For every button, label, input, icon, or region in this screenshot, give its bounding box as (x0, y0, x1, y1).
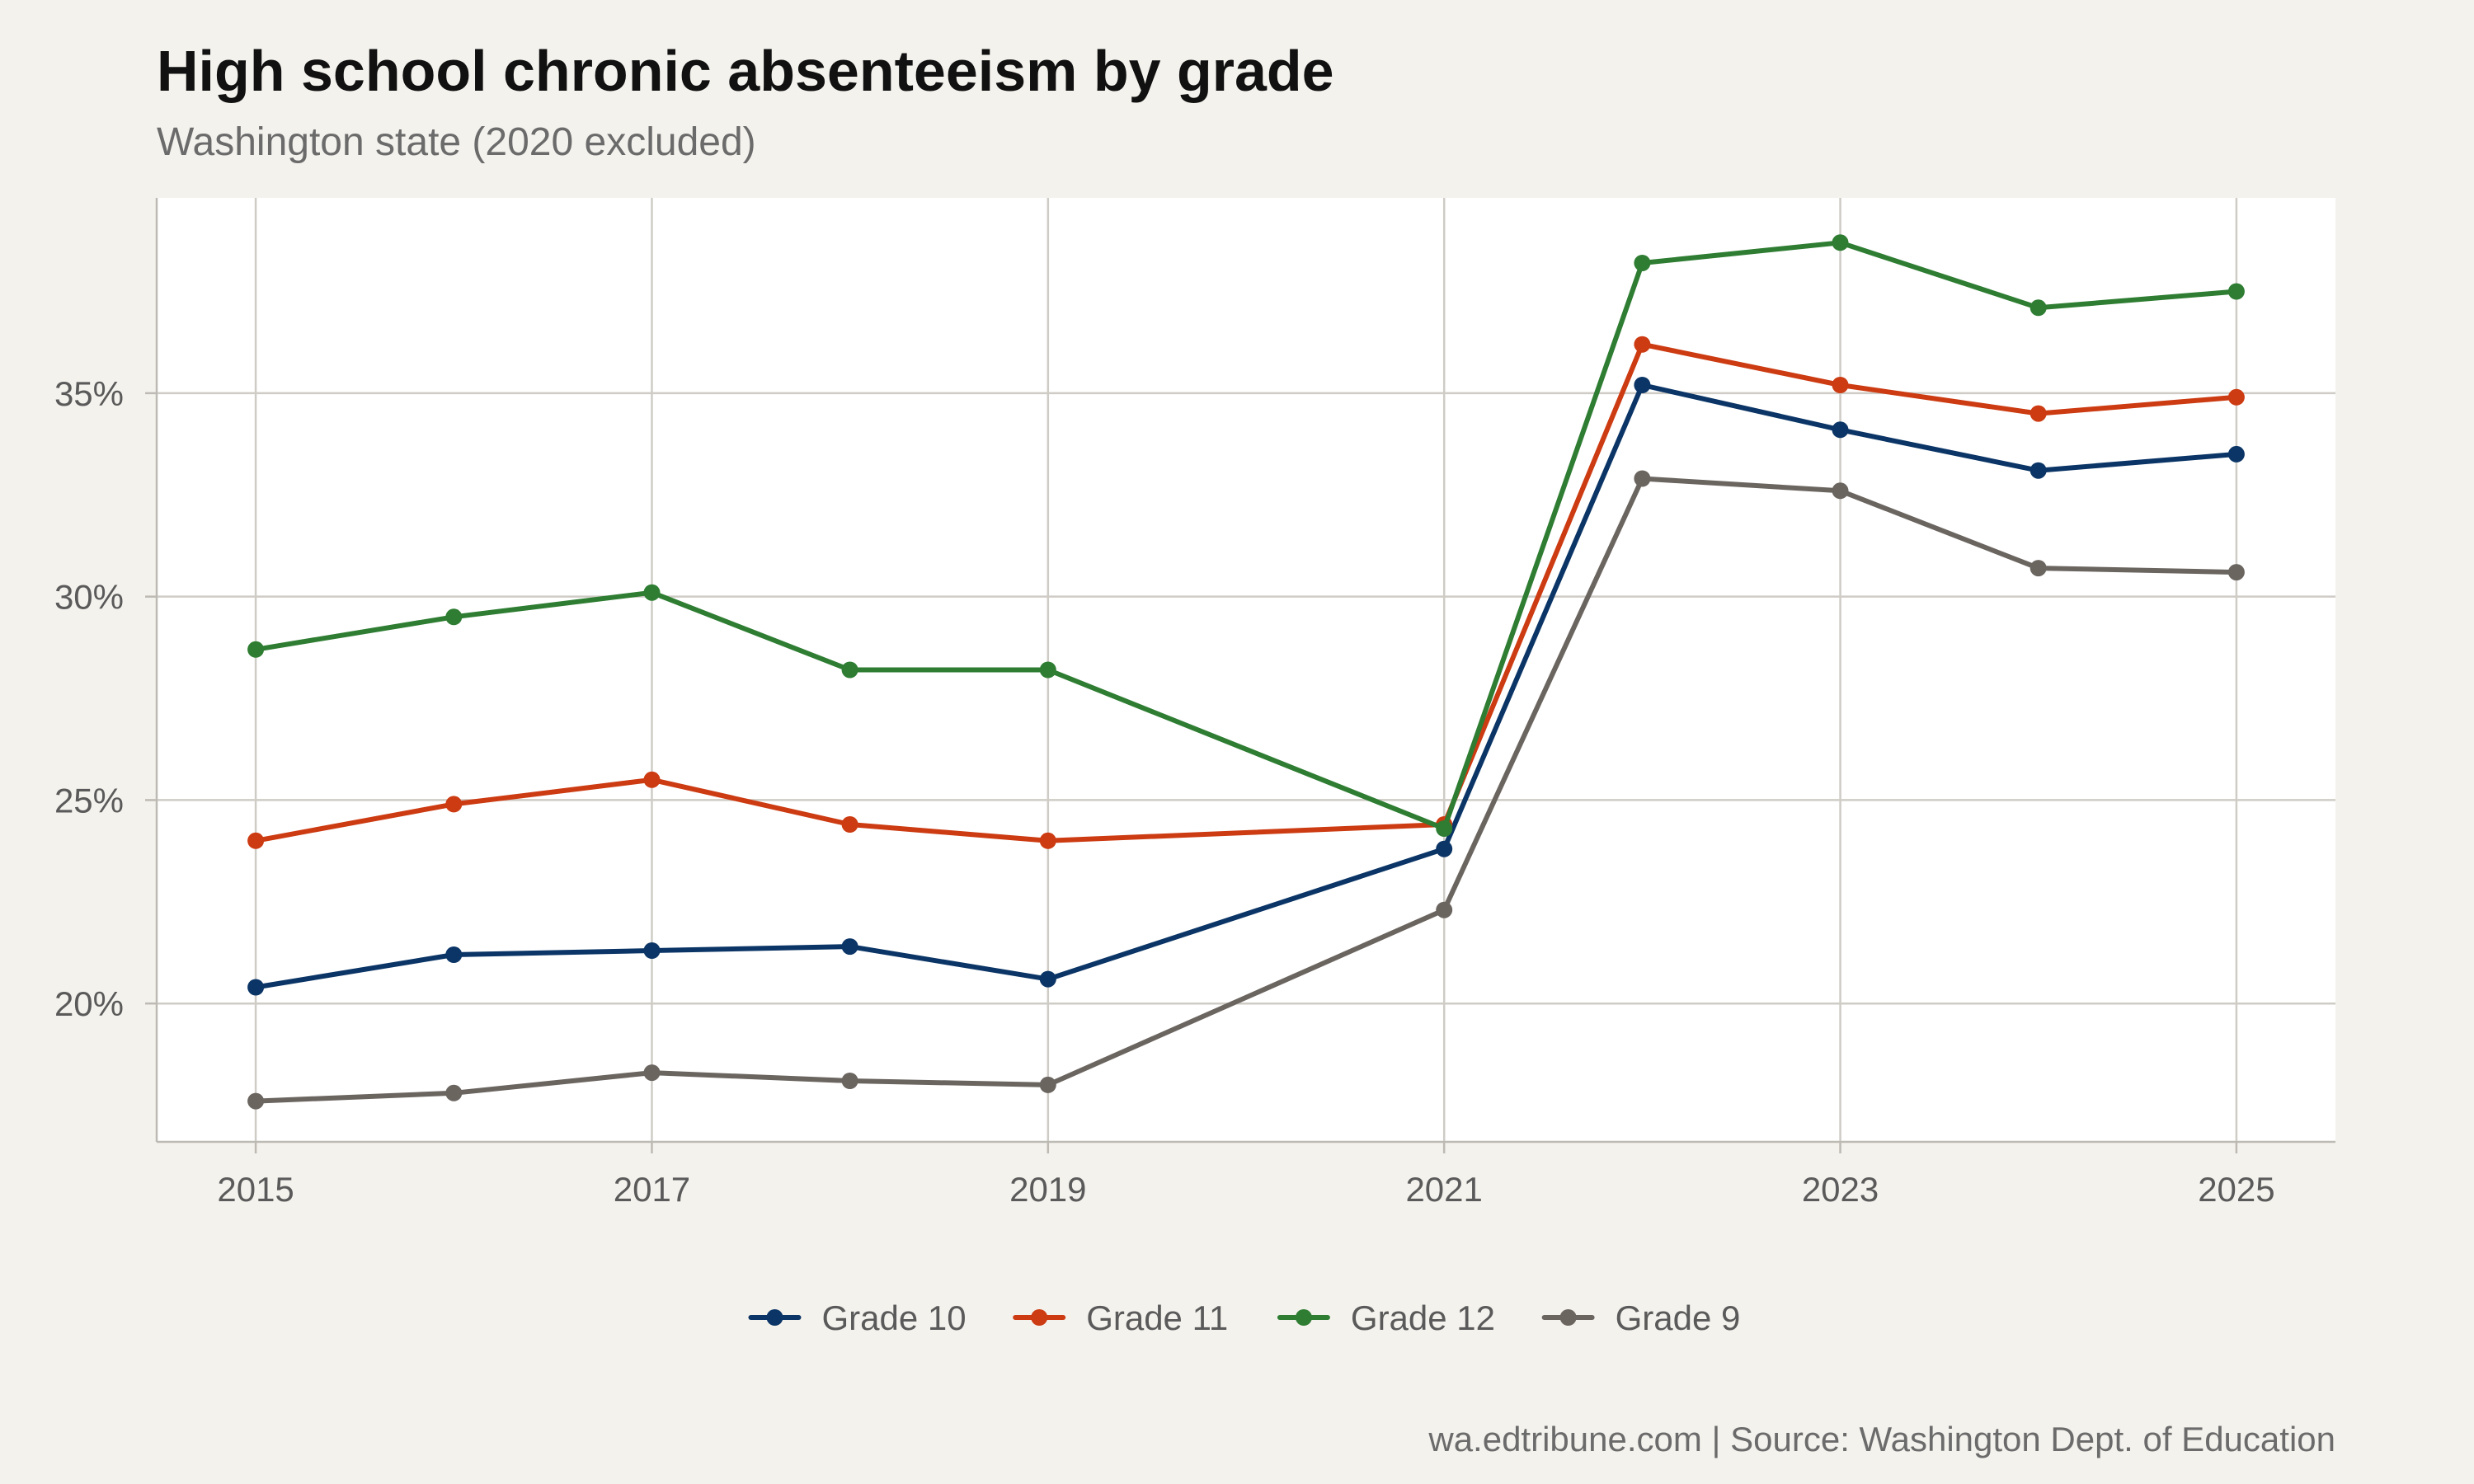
legend-item-grade-11: Grade 11 (1013, 1298, 1228, 1337)
series-grade-9 (247, 470, 2245, 1110)
data-point (445, 1084, 463, 1101)
series-grade-11 (247, 336, 2245, 849)
series-grade-10 (247, 377, 2245, 996)
data-point (247, 979, 265, 996)
data-point (841, 816, 858, 833)
data-point (1832, 482, 1849, 500)
y-tick-label: 35% (54, 374, 124, 413)
data-point (2227, 445, 2245, 463)
legend-label: Grade 12 (1351, 1298, 1495, 1337)
data-point (1039, 1076, 1056, 1093)
legend-item-grade-12: Grade 12 (1277, 1298, 1495, 1337)
data-point (1832, 377, 1849, 393)
data-point (1039, 970, 1056, 988)
x-tick-label: 2019 (1009, 1170, 1086, 1209)
data-point (1634, 470, 1651, 487)
data-point (1634, 255, 1651, 271)
legend-label: Grade 10 (821, 1298, 966, 1337)
legend-label: Grade 11 (1086, 1298, 1228, 1337)
plot-area (157, 198, 2335, 1142)
series-line-grade-10 (253, 383, 2239, 990)
data-point (841, 1073, 858, 1089)
y-tick-label: 25% (54, 781, 124, 819)
chart-caption: wa.edtribune.com | Source: Washington De… (1427, 1420, 2335, 1458)
data-point (2030, 462, 2047, 479)
data-point (1832, 234, 1849, 251)
legend-item-grade-10: Grade 10 (748, 1298, 967, 1337)
data-point (1039, 661, 1056, 679)
data-point (1039, 832, 1056, 849)
legend-key-marker (1559, 1309, 1577, 1326)
data-point (2227, 283, 2245, 300)
data-point (1634, 336, 1651, 353)
data-point (2227, 564, 2245, 581)
legend-key-marker (1295, 1309, 1312, 1326)
data-point (841, 661, 858, 679)
legend-label: Grade 9 (1616, 1298, 1741, 1337)
x-tick-label: 2023 (1802, 1170, 1879, 1209)
series-line-grade-11 (253, 341, 2239, 843)
y-tick-label: 20% (54, 984, 124, 1023)
data-point (247, 641, 265, 658)
series-line-grade-9 (253, 476, 2239, 1104)
data-point (2030, 299, 2047, 317)
data-point (1436, 840, 1453, 857)
data-point (2030, 560, 2047, 577)
chart-title: High school chronic absenteeism by grade (157, 39, 1334, 103)
data-point (1436, 901, 1453, 918)
data-point (1832, 421, 1849, 439)
data-point (247, 832, 265, 849)
x-tick-label: 2015 (217, 1170, 294, 1209)
grid (157, 198, 2335, 1142)
x-tick-label: 2025 (2198, 1170, 2274, 1209)
legend-key-marker (766, 1309, 783, 1326)
legend-item-grade-9: Grade 9 (1541, 1298, 1741, 1337)
data-point (643, 584, 661, 601)
x-tick-label: 2021 (1405, 1170, 1482, 1209)
axes: 2015 2017 2019 2021 2023 2025 20% 25% 30% 35% (54, 198, 2335, 1209)
x-tick-label: 2017 (614, 1170, 690, 1209)
data-point (445, 946, 463, 963)
series-grade-12 (247, 234, 2245, 837)
data-point (643, 771, 661, 788)
series-line-grade-12 (253, 240, 2239, 831)
chart-subtitle: Washington state (2020 excluded) (157, 120, 756, 164)
legend: Grade 10 Grade 11 Grade 12 Grade 9 (748, 1298, 1741, 1337)
data-point (643, 1064, 661, 1082)
data-point (445, 608, 463, 626)
data-point (2030, 405, 2047, 422)
data-point (2227, 388, 2245, 406)
data-point (643, 942, 661, 959)
y-tick-label: 30% (54, 578, 124, 617)
legend-key-marker (1031, 1309, 1048, 1326)
data-point (841, 938, 858, 956)
data-point (445, 796, 463, 813)
data-point (1436, 820, 1453, 837)
series-group (247, 234, 2245, 1110)
data-point (1634, 377, 1651, 393)
data-point (247, 1092, 265, 1110)
